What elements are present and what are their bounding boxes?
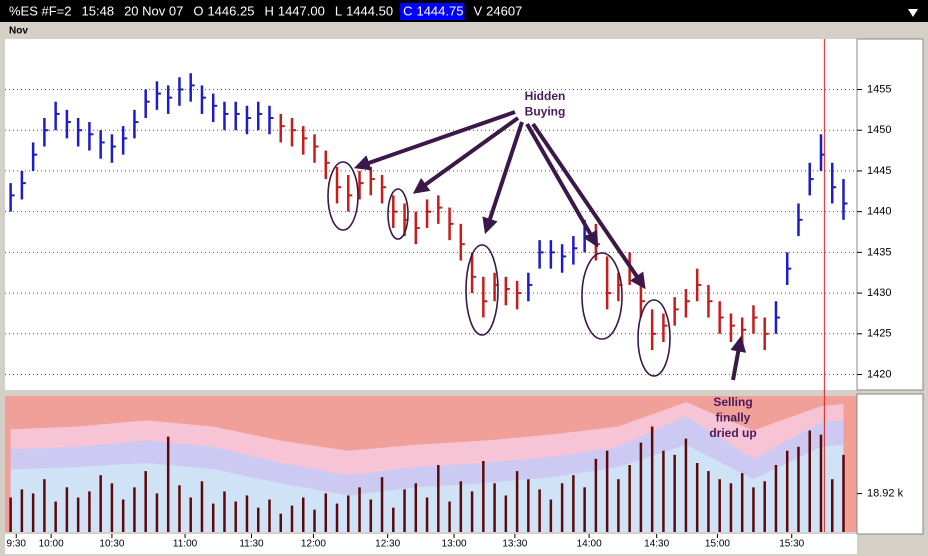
time-axis — [5, 534, 857, 554]
volume-axis — [856, 393, 924, 535]
arrow — [730, 335, 747, 381]
price-panel — [5, 39, 857, 390]
x-tick-label: 9:30 — [7, 539, 27, 550]
price-axis — [856, 38, 924, 391]
x-tick-label: 12:30 — [375, 539, 400, 550]
x-tick-label: 14:00 — [577, 539, 602, 550]
annotation-text: dried up — [709, 426, 756, 440]
symbol: %ES #F=2 — [9, 3, 72, 18]
arrow — [482, 121, 524, 235]
annotation-text: Selling — [713, 395, 752, 409]
y-tick-label: 18.92 k — [867, 488, 904, 500]
x-tick-label: 11:30 — [239, 539, 264, 550]
circle — [637, 299, 671, 377]
dropdown-arrow[interactable] — [908, 9, 918, 17]
arrow — [412, 116, 520, 194]
y-tick-label: 1440 — [867, 206, 891, 218]
y-tick-label: 1430 — [867, 287, 891, 299]
month-label: Nov — [9, 26, 28, 37]
time: 15:48 — [82, 3, 115, 18]
annotation-text: finally — [716, 411, 751, 425]
quote-label: V — [473, 3, 482, 18]
y-tick-label: 1455 — [867, 83, 891, 95]
circle — [387, 188, 409, 240]
x-tick-label: 13:00 — [442, 539, 467, 550]
x-tick-label: 15:30 — [779, 539, 804, 550]
x-tick-label: 12:00 — [301, 539, 326, 550]
quote-value: 1444.50 — [346, 3, 393, 18]
circle — [465, 244, 499, 336]
y-tick-label: 1435 — [867, 246, 891, 258]
circle — [581, 252, 623, 340]
x-tick-label: 11:00 — [173, 539, 198, 550]
quote-label: L — [335, 3, 342, 18]
volume-band — [10, 444, 844, 532]
header: %ES #F=2 15:48 20 Nov 07 O 1446.25 H 1447.00 L 1… — [9, 3, 522, 20]
arrow — [525, 123, 599, 248]
x-tick-label: 10:30 — [99, 539, 124, 550]
x-tick-label: 15:00 — [705, 539, 730, 550]
date-strip — [4, 24, 924, 38]
x-tick-label: 13:30 — [502, 539, 527, 550]
y-tick-label: 1425 — [867, 328, 891, 340]
y-tick-label: 1450 — [867, 124, 891, 136]
quote-value: 1446.25 — [207, 3, 254, 18]
arrow — [531, 122, 646, 290]
annotation-text: Hidden — [525, 89, 566, 103]
annotation-text: Buying — [525, 105, 566, 119]
date: 20 Nov 07 — [124, 3, 183, 18]
quote-value: 1444.75 — [416, 3, 463, 18]
arrow — [353, 110, 516, 171]
quote-value: 24607 — [486, 3, 522, 18]
circle — [327, 161, 359, 231]
quote-label: H — [264, 3, 273, 18]
y-tick-label: 1445 — [867, 165, 891, 177]
x-tick-label: 10:00 — [39, 539, 64, 550]
y-tick-label: 1420 — [867, 368, 891, 380]
annotation-shapes — [327, 110, 747, 381]
quote-value: 1447.00 — [278, 3, 325, 18]
highlight — [400, 3, 465, 20]
quote-label: O — [193, 3, 203, 18]
quote-label: C — [403, 3, 412, 18]
x-tick-label: 14:30 — [644, 539, 669, 550]
